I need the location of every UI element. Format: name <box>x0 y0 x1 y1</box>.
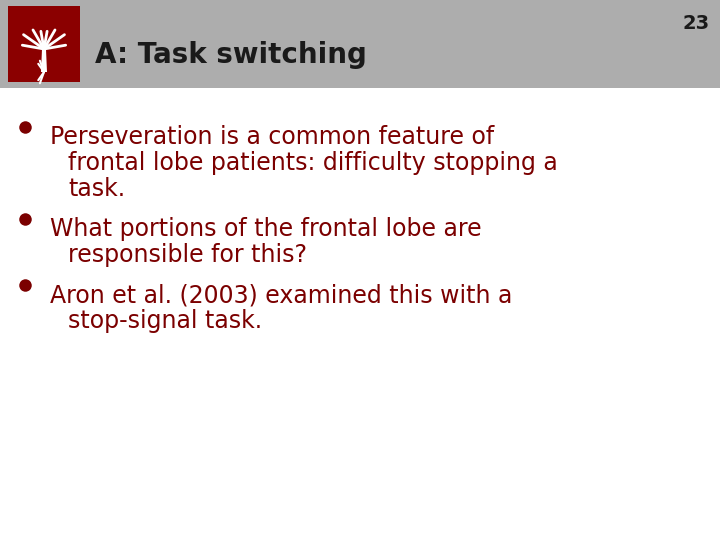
Text: responsible for this?: responsible for this? <box>68 243 307 267</box>
Bar <box>0 0 720 88</box>
Text: What portions of the frontal lobe are: What portions of the frontal lobe are <box>50 217 482 241</box>
Text: 23: 23 <box>683 14 710 33</box>
Bar <box>8 6 80 82</box>
Text: A: Task switching: A: Task switching <box>95 41 367 69</box>
Text: Perseveration is a common feature of: Perseveration is a common feature of <box>50 125 494 149</box>
Text: frontal lobe patients: difficulty stopping a: frontal lobe patients: difficulty stoppi… <box>68 151 558 175</box>
Text: stop-signal task.: stop-signal task. <box>68 309 262 333</box>
Polygon shape <box>41 49 47 72</box>
Text: task.: task. <box>68 177 125 201</box>
Text: Aron et al. (2003) examined this with a: Aron et al. (2003) examined this with a <box>50 283 513 307</box>
